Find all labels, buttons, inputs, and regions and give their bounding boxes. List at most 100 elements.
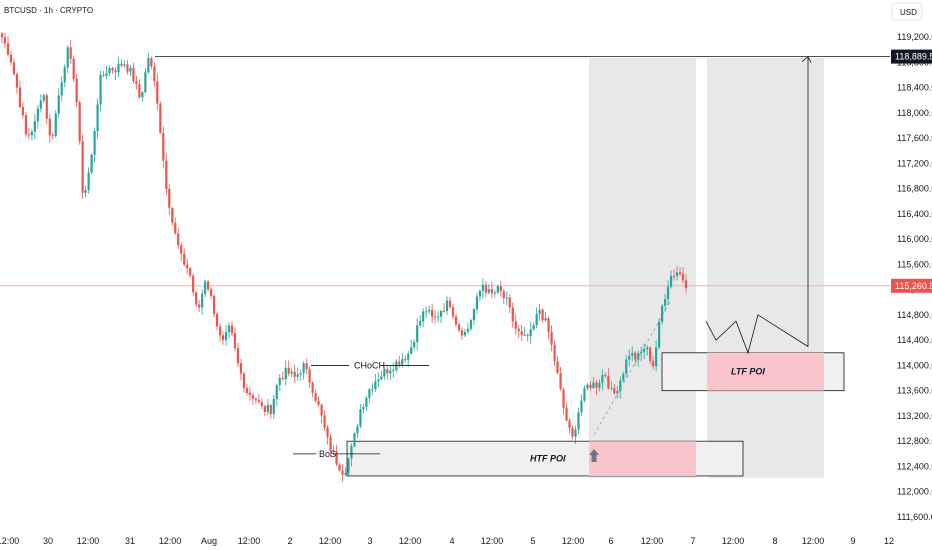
candle-body bbox=[162, 132, 165, 161]
candle-body bbox=[132, 67, 135, 82]
candle-body bbox=[153, 66, 156, 82]
candle-body bbox=[439, 310, 443, 317]
poi-zones: HTF POI LTF POI bbox=[346, 352, 845, 477]
x-tick-label: 6 bbox=[608, 536, 613, 546]
y-tick-label: 114,800.00 bbox=[897, 310, 932, 320]
candle-body bbox=[472, 309, 476, 321]
candle-body bbox=[314, 392, 317, 401]
candle-body bbox=[21, 106, 25, 116]
candle-body bbox=[236, 348, 240, 364]
x-tick-label: 12:00 bbox=[802, 536, 825, 546]
candle-body bbox=[263, 406, 266, 412]
candle-body bbox=[407, 353, 410, 360]
htf-poi-label: HTF POI bbox=[530, 454, 566, 464]
shaded-range bbox=[707, 58, 824, 478]
candle-body bbox=[661, 305, 664, 322]
x-tick-label: 2 bbox=[287, 536, 292, 546]
candle-body bbox=[278, 377, 281, 386]
candle-body bbox=[287, 367, 290, 374]
x-tick-label: 12:00 bbox=[562, 536, 585, 546]
projection-arrowhead bbox=[801, 55, 812, 63]
candle-body bbox=[96, 104, 99, 132]
candle-body bbox=[514, 321, 517, 329]
candle-body bbox=[174, 222, 177, 234]
x-tick-label: 12:00 bbox=[399, 536, 422, 546]
candle-body bbox=[135, 81, 138, 84]
y-tick-label: 111,600.00 bbox=[897, 512, 932, 522]
time-axis[interactable]: 12:00 30 12:00 31 12:00 Aug 12:00 2 12:00 3 12:00 4… bbox=[0, 536, 894, 546]
candle-body bbox=[511, 307, 514, 322]
drawing-tools: CHoCH BoS bbox=[293, 55, 812, 462]
candle-body bbox=[341, 470, 344, 475]
x-tick-label: 5 bbox=[530, 536, 535, 546]
candle-body bbox=[248, 392, 252, 395]
htf-poi-highlight bbox=[589, 441, 696, 476]
candle-body bbox=[577, 412, 580, 430]
candle-body bbox=[27, 134, 30, 136]
candle-body bbox=[165, 160, 168, 189]
y-tick-label: 113,200.00 bbox=[897, 411, 932, 421]
candle-body bbox=[296, 374, 299, 377]
candle-body bbox=[496, 286, 499, 293]
y-tick-label: 118,400.00 bbox=[897, 83, 932, 93]
candle-body bbox=[209, 289, 213, 296]
candle-body bbox=[457, 324, 461, 331]
candle-body bbox=[120, 63, 123, 66]
candle-body bbox=[114, 70, 117, 73]
price-tag-label: 115,260.51 bbox=[895, 281, 932, 291]
candle-body bbox=[81, 141, 84, 193]
y-tick-label: 117,200.00 bbox=[897, 158, 932, 168]
candle-body bbox=[338, 464, 341, 471]
candle-body bbox=[550, 331, 553, 345]
y-tick-label: 112,000.00 bbox=[897, 487, 932, 497]
price-tag: 115,260.51 bbox=[891, 278, 932, 293]
candle-body bbox=[347, 458, 350, 473]
candle-body bbox=[269, 405, 272, 415]
candle-body bbox=[610, 388, 613, 390]
candle-body bbox=[377, 379, 380, 382]
candle-body bbox=[326, 427, 329, 437]
candle-body bbox=[177, 233, 180, 246]
candle-body bbox=[589, 384, 592, 388]
candle-body bbox=[675, 272, 679, 277]
price-axis[interactable]: 119,200.00118,800.00118,400.00118,000.00… bbox=[891, 32, 932, 522]
candle-body bbox=[18, 87, 22, 107]
y-tick-label: 117,600.00 bbox=[897, 133, 932, 143]
candle-body bbox=[323, 415, 326, 428]
candle-body bbox=[251, 394, 254, 399]
projection-path bbox=[705, 56, 809, 355]
candle-body bbox=[239, 363, 243, 374]
candle-body bbox=[99, 74, 102, 105]
x-tick-label: 4 bbox=[449, 536, 454, 546]
candle-body bbox=[655, 347, 658, 367]
y-tick-label: 114,400.00 bbox=[897, 335, 932, 345]
x-tick-label: 7 bbox=[690, 536, 695, 546]
candle-body bbox=[299, 373, 302, 375]
y-tick-label: 114,000.00 bbox=[897, 360, 932, 370]
candle-body bbox=[616, 391, 619, 394]
candle-body bbox=[201, 293, 204, 308]
candle-body bbox=[619, 380, 622, 392]
candle-body bbox=[30, 131, 33, 136]
candle-body bbox=[48, 118, 51, 136]
x-tick-label: 3 bbox=[367, 536, 372, 546]
candle-body bbox=[628, 355, 631, 360]
candle-body bbox=[39, 100, 42, 109]
candle-body bbox=[75, 78, 78, 103]
currency-selector[interactable]: USD bbox=[891, 2, 923, 21]
candle-body bbox=[332, 450, 335, 452]
candle-body bbox=[622, 373, 625, 381]
candle-body bbox=[652, 361, 655, 367]
candle-body bbox=[117, 63, 120, 73]
candle-body bbox=[401, 359, 404, 365]
candle-body bbox=[206, 281, 210, 290]
candle-body bbox=[607, 376, 610, 389]
candlestick-series bbox=[0, 31, 688, 482]
candle-body bbox=[499, 286, 502, 292]
candle-body bbox=[487, 289, 490, 293]
y-tick-label: 115,600.00 bbox=[897, 259, 932, 269]
candle-body bbox=[12, 62, 16, 75]
candle-body bbox=[233, 333, 237, 349]
candle-body bbox=[404, 359, 407, 361]
